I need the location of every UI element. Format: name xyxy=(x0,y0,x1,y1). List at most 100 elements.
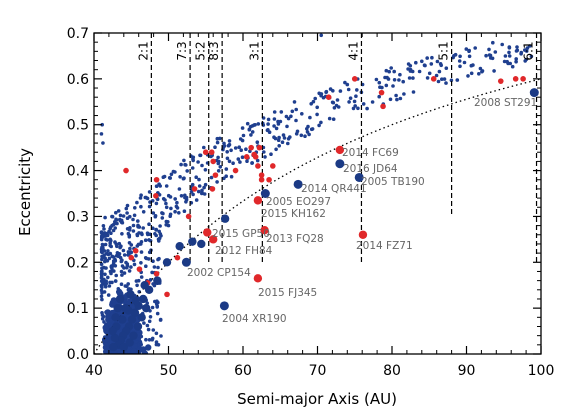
population-point xyxy=(444,81,448,85)
population-point xyxy=(115,221,119,226)
red-point xyxy=(258,176,265,183)
population-point xyxy=(100,291,104,295)
population-point xyxy=(202,145,206,150)
population-point xyxy=(110,223,114,228)
population-point xyxy=(104,281,109,286)
population-point xyxy=(156,265,160,270)
y-tick-label: 0.3 xyxy=(67,209,89,225)
red-point xyxy=(380,103,386,110)
population-point xyxy=(274,126,279,131)
population-point xyxy=(490,56,495,61)
y-axis-label: Eccentricity xyxy=(16,148,34,236)
population-point xyxy=(171,169,176,174)
population-point xyxy=(107,284,112,288)
red-point xyxy=(351,76,358,82)
population-point xyxy=(356,106,360,111)
population-point xyxy=(118,213,123,218)
population-point xyxy=(391,84,395,88)
population-point xyxy=(278,119,283,124)
population-point xyxy=(294,132,299,136)
population-point xyxy=(457,59,462,63)
population-point xyxy=(159,334,163,338)
population-point xyxy=(237,145,241,149)
population-point xyxy=(255,158,260,163)
population-point xyxy=(125,265,129,270)
population-point xyxy=(147,222,151,226)
labeled-object-point xyxy=(253,274,263,283)
object-label: 2004 XR190 xyxy=(222,313,287,325)
population-point xyxy=(384,68,389,73)
population-point xyxy=(155,311,160,316)
population-point xyxy=(136,225,140,229)
red-point xyxy=(258,172,265,178)
population-point xyxy=(104,237,108,242)
population-point xyxy=(147,190,152,194)
population-point xyxy=(524,57,528,62)
population-point xyxy=(151,328,156,332)
population-point xyxy=(453,52,458,57)
population-point xyxy=(145,231,150,235)
population-point xyxy=(437,69,442,74)
y-tick-label: 0.5 xyxy=(67,118,89,134)
big-blue-point xyxy=(110,333,120,343)
object-label: 2005 TB190 xyxy=(361,176,425,188)
population-point xyxy=(189,190,194,194)
big-blue-point xyxy=(188,237,197,246)
x-tick-label: 80 xyxy=(383,363,401,379)
population-point xyxy=(365,106,369,111)
population-point xyxy=(100,297,104,302)
population-point xyxy=(288,135,292,139)
population-point xyxy=(145,323,150,328)
population-point xyxy=(209,154,213,159)
population-point xyxy=(104,342,109,347)
population-point xyxy=(402,92,406,96)
population-point xyxy=(462,60,467,65)
population-point xyxy=(203,168,208,172)
big-blue-point xyxy=(108,326,117,336)
red-point xyxy=(210,158,216,165)
labeled-object-point xyxy=(181,257,191,267)
big-blue-point xyxy=(197,239,206,249)
population-point xyxy=(334,103,339,108)
population-point xyxy=(117,241,122,246)
population-point xyxy=(410,69,415,74)
population-point xyxy=(274,147,278,152)
population-point xyxy=(198,153,202,158)
object-label: 2008 ST291 xyxy=(474,97,537,109)
big-blue-point xyxy=(109,342,118,352)
population-point xyxy=(99,269,104,274)
population-point xyxy=(125,203,130,208)
red-point xyxy=(243,154,250,160)
big-blue-point xyxy=(137,313,146,322)
population-point xyxy=(124,206,129,211)
population-point xyxy=(111,255,116,259)
population-point xyxy=(194,175,198,179)
population-point xyxy=(116,209,121,213)
population-point xyxy=(164,201,168,206)
population-point xyxy=(184,163,188,167)
population-point xyxy=(114,273,118,278)
population-point xyxy=(352,99,357,104)
population-point xyxy=(281,133,286,137)
population-point xyxy=(127,241,132,245)
population-point xyxy=(252,123,256,127)
population-point xyxy=(135,283,139,288)
population-point xyxy=(128,246,132,251)
population-point xyxy=(514,57,518,61)
cluster-point xyxy=(145,344,152,351)
big-blue-point xyxy=(220,214,230,223)
population-point xyxy=(294,118,298,123)
population-point xyxy=(492,69,496,73)
red-point xyxy=(520,76,526,82)
population-point xyxy=(138,196,143,200)
population-point xyxy=(122,271,127,275)
population-point xyxy=(134,279,139,283)
population-point xyxy=(108,269,113,274)
population-point xyxy=(458,64,462,69)
population-point xyxy=(389,66,394,70)
population-point xyxy=(222,176,226,181)
population-point xyxy=(177,211,181,215)
population-point xyxy=(319,92,324,96)
population-point xyxy=(175,200,179,205)
population-point xyxy=(184,195,189,200)
